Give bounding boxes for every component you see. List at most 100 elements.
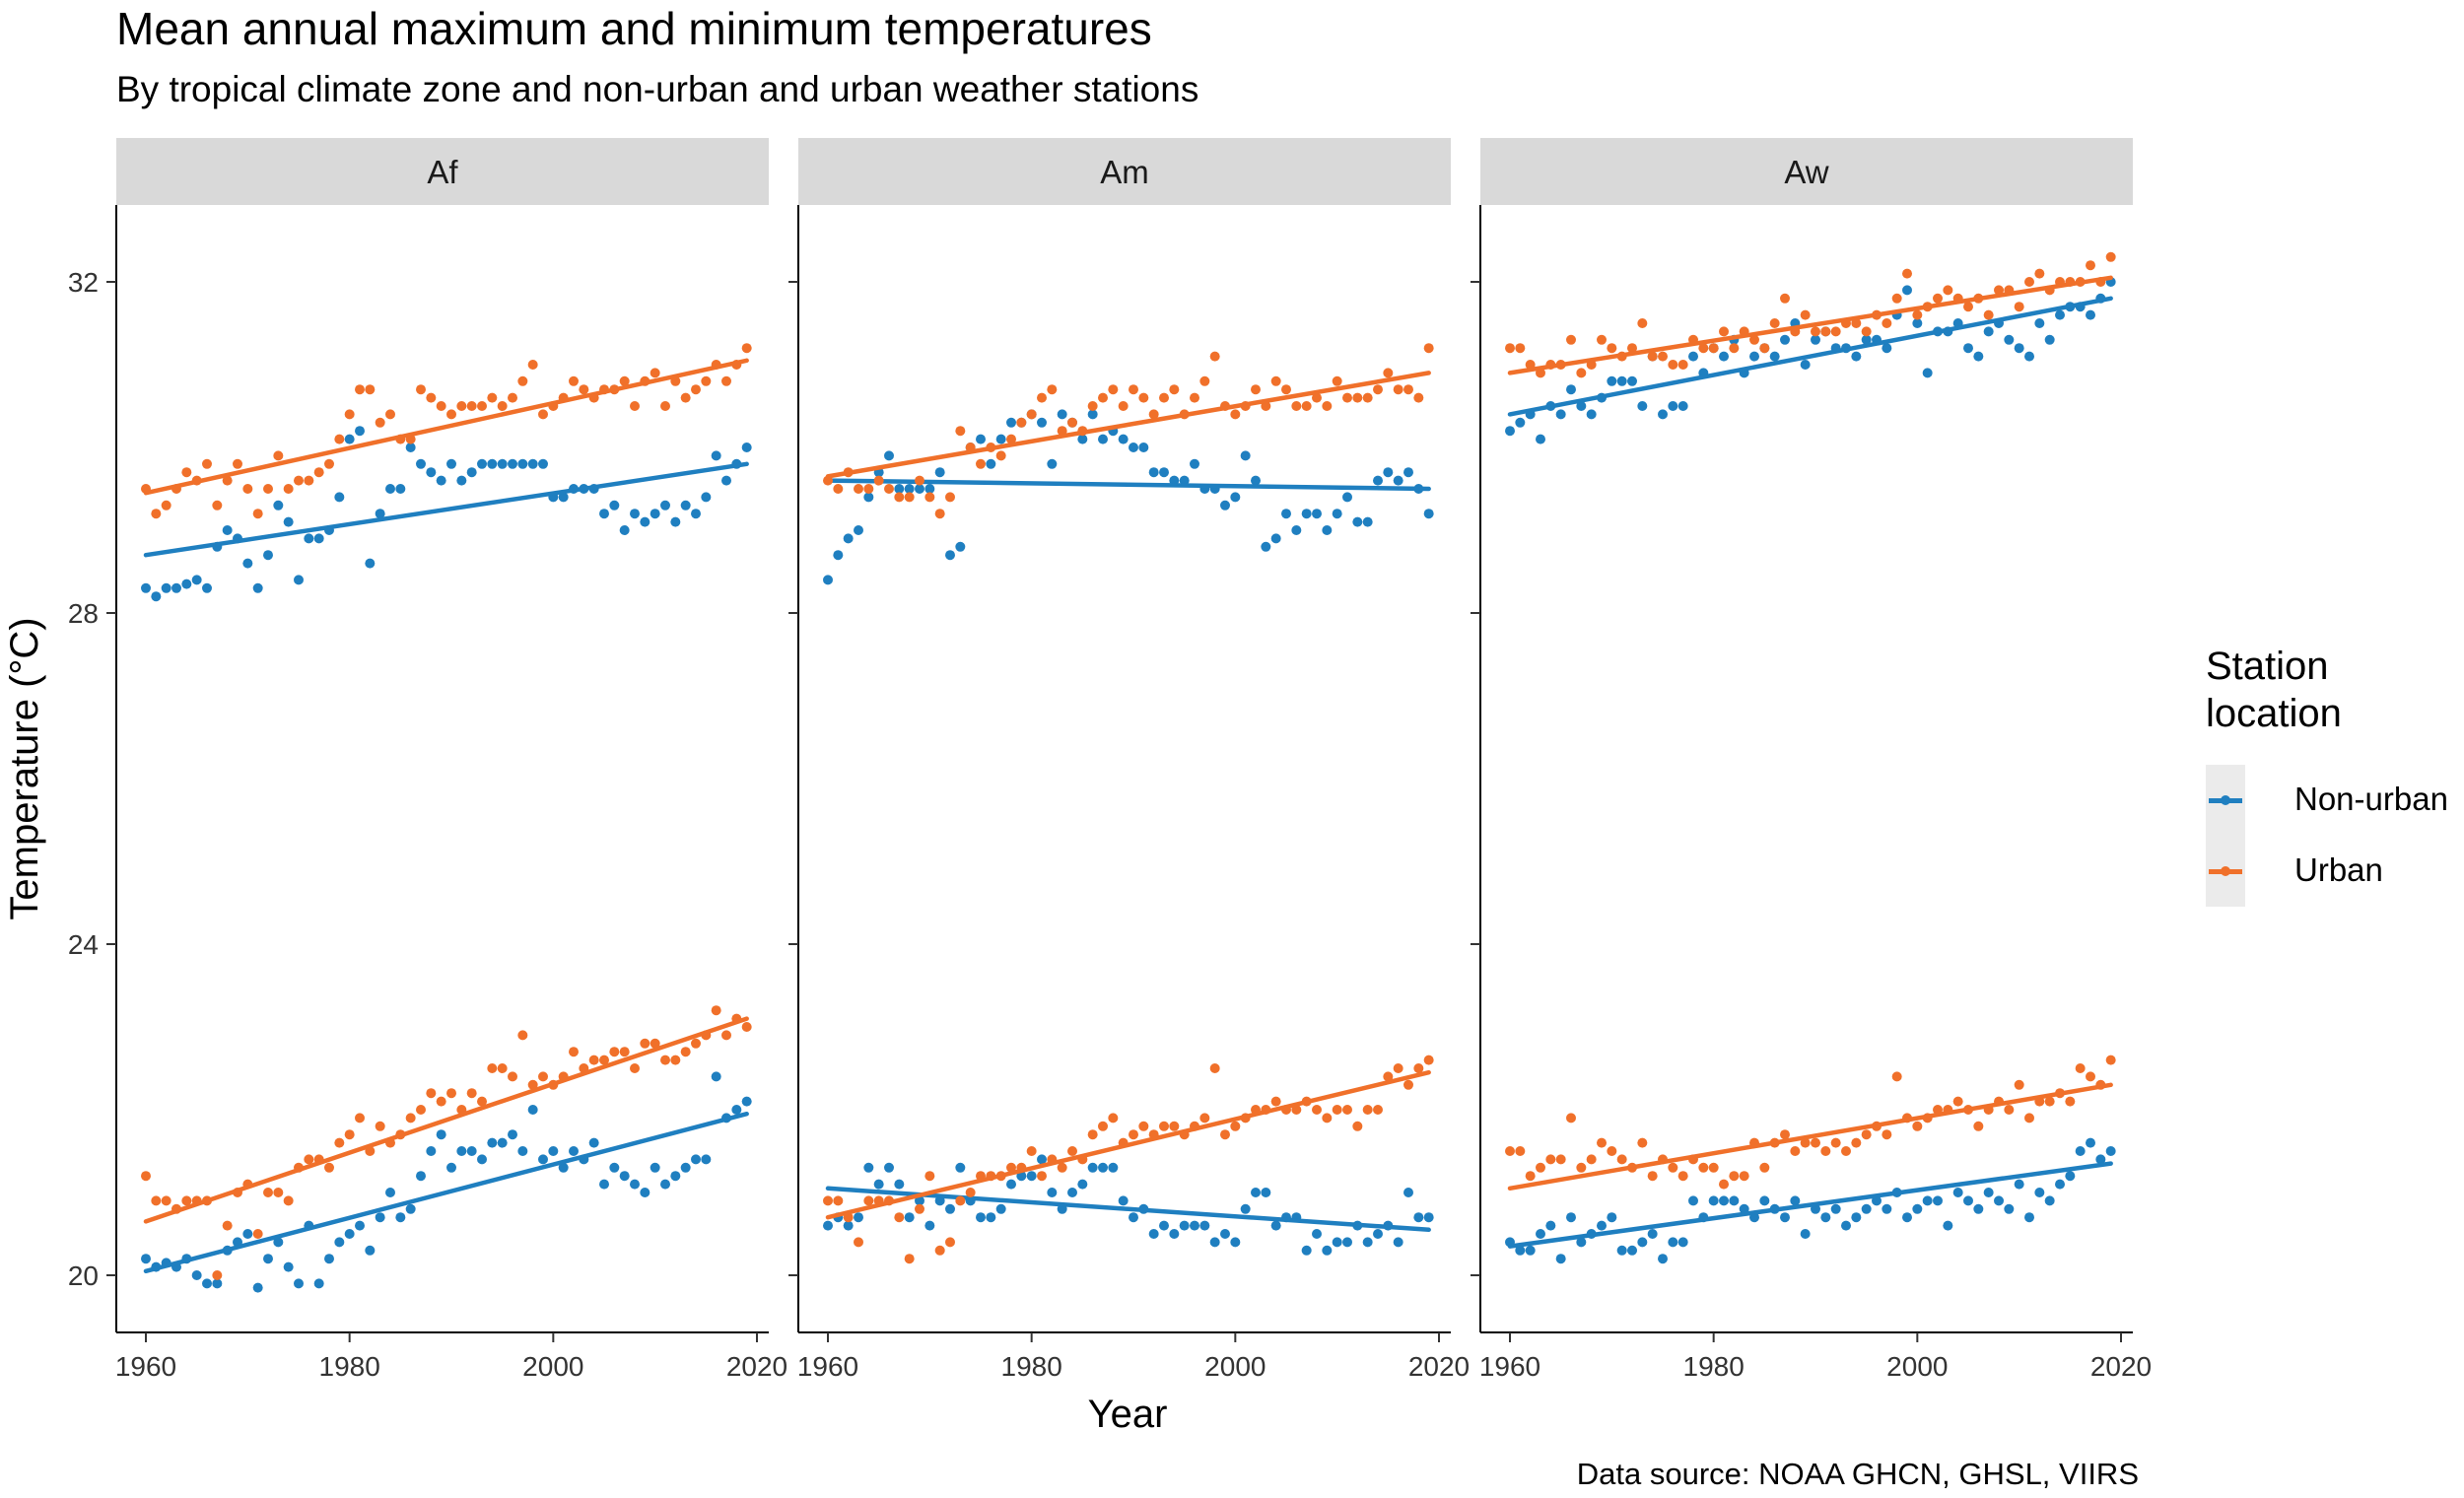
point-af-urban-min	[283, 1195, 294, 1206]
point-af-non-urban-max	[313, 533, 324, 544]
point-aw-urban-min	[1576, 1162, 1587, 1173]
point-am-non-urban-min	[1098, 1162, 1108, 1173]
point-am-non-urban-min	[1108, 1162, 1119, 1173]
point-aw-urban-min	[1759, 1162, 1770, 1173]
point-aw-urban-max	[1830, 326, 1841, 337]
point-af-non-urban-min	[487, 1137, 498, 1148]
point-am-urban-max	[904, 492, 915, 503]
point-am-non-urban-max	[823, 575, 833, 585]
point-aw-non-urban-max	[1566, 384, 1576, 395]
point-af-urban-max	[304, 475, 314, 486]
point-am-non-urban-min	[1067, 1188, 1077, 1197]
point-am-non-urban-max	[1006, 417, 1016, 428]
point-af-urban-max	[436, 401, 446, 411]
point-aw-non-urban-max	[2034, 318, 2045, 328]
legend-dot-urban	[2221, 866, 2230, 876]
point-af-urban-min	[640, 1038, 650, 1049]
point-af-non-urban-min	[334, 1237, 345, 1248]
point-aw-non-urban-max	[1749, 351, 1759, 362]
point-aw-urban-max	[1566, 334, 1576, 345]
point-af-urban-max	[538, 409, 548, 420]
point-af-urban-min	[161, 1195, 171, 1206]
x-tick-label-aw-2000: 2000	[1886, 1351, 1948, 1382]
point-am-urban-max	[1118, 401, 1129, 411]
legend-item-non-urban[interactable]: Non-urban	[2206, 765, 2448, 836]
point-am-non-urban-min	[1403, 1188, 1413, 1197]
point-af-non-urban-max	[304, 533, 314, 544]
point-aw-urban-max	[1668, 360, 1678, 370]
point-am-non-urban-max	[1403, 467, 1413, 478]
point-af-non-urban-max	[558, 492, 569, 503]
point-aw-non-urban-max	[1668, 401, 1678, 411]
point-am-urban-min	[1026, 1146, 1037, 1156]
point-aw-non-urban-min	[1994, 1195, 2004, 1206]
point-aw-non-urban-min	[1830, 1203, 1841, 1214]
point-af-non-urban-min	[324, 1254, 334, 1264]
point-aw-non-urban-max	[1769, 351, 1780, 362]
point-af-non-urban-min	[456, 1146, 467, 1156]
series-am-urban-min	[823, 1055, 1434, 1264]
point-am-non-urban-max	[1291, 525, 1302, 535]
point-am-urban-max	[833, 484, 844, 494]
point-aw-non-urban-min	[1851, 1212, 1862, 1223]
point-af-non-urban-max	[141, 582, 151, 593]
point-af-non-urban-min	[711, 1071, 721, 1082]
point-am-urban-min	[904, 1254, 915, 1264]
point-af-non-urban-max	[640, 516, 650, 527]
point-af-urban-min	[508, 1071, 517, 1082]
point-af-non-urban-max	[365, 558, 376, 569]
x-tick-label-am-2020: 2020	[1408, 1351, 1470, 1382]
point-am-urban-min	[1362, 1105, 1373, 1115]
point-aw-non-urban-min	[1566, 1212, 1576, 1223]
point-am-urban-min	[1230, 1121, 1241, 1131]
point-aw-urban-min	[1973, 1121, 1984, 1131]
point-aw-urban-max	[1749, 334, 1759, 345]
legend-item-urban[interactable]: Urban	[2206, 836, 2383, 907]
point-am-urban-min	[1220, 1129, 1230, 1140]
point-af-urban-max	[466, 401, 477, 411]
point-am-urban-max	[854, 484, 863, 494]
point-am-non-urban-max	[894, 484, 905, 494]
point-am-urban-max	[1067, 417, 1077, 428]
strip-label-am: Am	[1100, 154, 1149, 190]
point-am-non-urban-min	[995, 1203, 1006, 1214]
point-aw-non-urban-max	[1800, 360, 1811, 370]
point-am-non-urban-max	[1373, 475, 1383, 486]
point-am-non-urban-max	[1129, 443, 1138, 452]
point-am-urban-max	[1251, 384, 1261, 395]
point-aw-urban-min	[1525, 1171, 1536, 1182]
point-am-urban-min	[1209, 1063, 1220, 1073]
point-aw-non-urban-min	[1963, 1195, 1973, 1206]
point-am-non-urban-max	[1332, 509, 1342, 519]
point-af-urban-max	[375, 417, 385, 428]
point-af-non-urban-max	[171, 582, 181, 593]
trend-line-aw-non-urban-max	[1507, 296, 2113, 417]
point-am-urban-max	[894, 492, 905, 503]
point-am-urban-min	[1342, 1105, 1352, 1115]
point-am-non-urban-max	[976, 434, 986, 444]
point-aw-non-urban-min	[1616, 1245, 1627, 1256]
point-am-non-urban-max	[1179, 475, 1190, 486]
point-aw-urban-min	[1780, 1129, 1790, 1140]
point-af-urban-min	[355, 1113, 365, 1124]
point-af-non-urban-min	[497, 1137, 508, 1148]
point-am-non-urban-min	[1413, 1212, 1424, 1223]
point-am-non-urban-min	[1047, 1188, 1058, 1197]
point-aw-non-urban-min	[1729, 1195, 1740, 1206]
point-aw-non-urban-max	[1658, 409, 1668, 420]
point-aw-urban-max	[1677, 360, 1688, 370]
point-aw-urban-max	[1576, 368, 1587, 378]
data-source-caption: Data source: NOAA GHCN, GHSL, VIIRS	[1576, 1457, 2139, 1491]
point-af-urban-max	[212, 500, 223, 511]
point-af-urban-min	[691, 1038, 701, 1049]
point-af-urban-max	[252, 509, 263, 519]
point-am-urban-max	[1342, 392, 1352, 403]
point-aw-non-urban-min	[1515, 1245, 1526, 1256]
point-af-non-urban-min	[517, 1146, 528, 1156]
point-am-urban-max	[1362, 392, 1373, 403]
point-am-non-urban-min	[1270, 1220, 1281, 1231]
point-am-non-urban-max	[955, 541, 966, 552]
point-am-non-urban-min	[1190, 1220, 1199, 1231]
point-am-non-urban-min	[1261, 1188, 1271, 1197]
point-aw-urban-min	[1729, 1171, 1740, 1182]
